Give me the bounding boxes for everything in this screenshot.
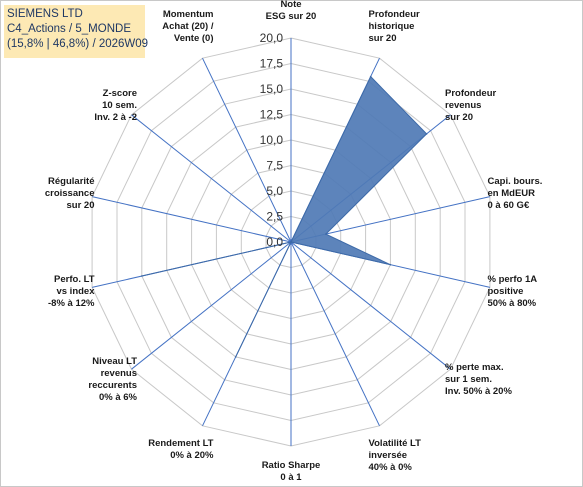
data-point xyxy=(141,275,143,277)
tick-label: 15,0 xyxy=(260,82,284,96)
axis-label: Capi. bours. en MdEUR 0 à 60 G€ xyxy=(488,176,543,211)
data-point xyxy=(290,241,292,243)
radar-spoke xyxy=(290,241,451,370)
tick-label: 5,0 xyxy=(266,184,283,198)
data-point xyxy=(234,356,237,358)
radar-spoke xyxy=(91,196,292,243)
data-point xyxy=(425,133,428,135)
tick-label: 2,5 xyxy=(266,210,283,224)
stock-stats: (15,8% | 46,8%) / 2026W09 xyxy=(7,38,149,50)
axis-label: Note ESG sur 20 xyxy=(266,0,317,22)
stock-category: C4_Actions / 5_MONDE xyxy=(7,23,131,35)
data-point xyxy=(389,263,392,266)
axis-label: Z-score 10 sem. Inv. 2 à -2 xyxy=(94,88,137,123)
stock-name: SIEMENS LTD xyxy=(7,8,83,20)
axis-label: Profondeur revenus sur 20 xyxy=(445,88,496,123)
tick-label: 17,5 xyxy=(260,57,284,71)
axis-label: Profondeur historique sur 20 xyxy=(369,9,420,44)
data-point xyxy=(325,233,327,235)
axis-label: Niveau LT revenus reccurents 0% à 6% xyxy=(88,356,137,403)
stock-info-box: SIEMENS LTD C4_Actions / 5_MONDE (15,8% … xyxy=(4,5,149,58)
axis-label: Momentum Achat (20) / Vente (0) xyxy=(162,9,214,44)
radar-spoke xyxy=(131,114,292,243)
tick-label: 20,0 xyxy=(260,31,284,45)
axis-label: Ratio Sharpe 0 à 1 xyxy=(262,460,321,483)
axis-label: Rendement LT 0% à 20% xyxy=(148,438,214,461)
axis-label: Perfo. LT vs index -8% à 12% xyxy=(48,274,95,309)
radar-spoke xyxy=(131,241,292,370)
tick-label: 7,5 xyxy=(266,159,283,173)
tick-label: 0,0 xyxy=(266,235,283,249)
data-point xyxy=(369,75,372,78)
radar-spoke xyxy=(202,57,292,243)
axis-label: Régularité croissance sur 20 xyxy=(45,176,95,211)
axis-label: % perfo 1A positive 50% à 80% xyxy=(488,274,538,309)
tick-label: 12,5 xyxy=(260,108,284,122)
radar-spoke xyxy=(290,241,380,427)
tick-label: 10,0 xyxy=(260,133,284,147)
axis-label: % perte max. sur 1 sem. Inv. 50% à 20% xyxy=(445,362,512,397)
axis-label: Volatilité LT inversée 40% à 0% xyxy=(369,438,422,473)
data-series-area xyxy=(141,75,428,358)
